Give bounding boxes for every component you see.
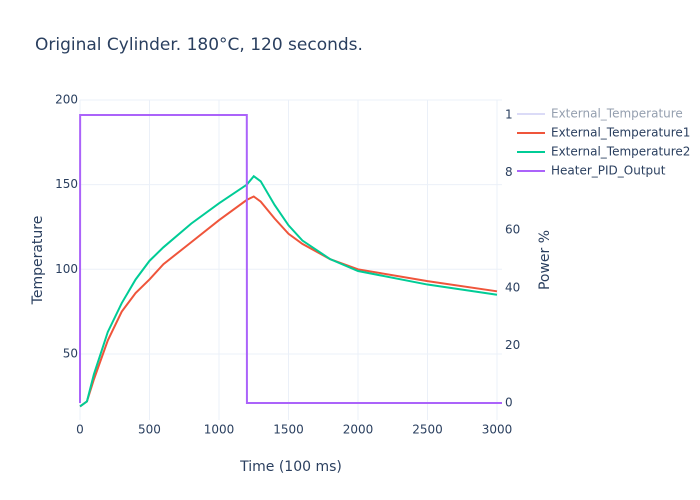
series-line xyxy=(79,174,498,408)
y-tick-label: 100 xyxy=(55,262,78,276)
y2-tick-label: 0 xyxy=(505,396,513,410)
legend: External_Temperature External_Temperature… xyxy=(512,104,700,182)
legend-label: External_Temperature2 xyxy=(551,145,690,159)
x-tick-label: 1500 xyxy=(273,423,304,437)
y-tick-label: 150 xyxy=(55,177,78,191)
x-axis-title: Time (100 ms) xyxy=(239,459,342,475)
series-line xyxy=(79,113,502,405)
grid xyxy=(79,99,502,420)
legend-label: Heater_PID_Output xyxy=(551,164,666,178)
legend-label: External_Temperature xyxy=(551,107,683,121)
y-tick-label: 200 xyxy=(55,93,78,107)
y2-tick-label: 40 xyxy=(505,280,520,294)
x-tick-label: 2000 xyxy=(343,423,374,437)
x-tick-label: 2500 xyxy=(412,423,443,437)
x-tick-label: 0 xyxy=(76,423,84,437)
legend-background xyxy=(512,104,700,182)
x-tick-label: 500 xyxy=(138,423,161,437)
y2-tick-label: 20 xyxy=(505,338,520,352)
y-tick-label: 50 xyxy=(63,346,78,360)
legend-label: External_Temperature1 xyxy=(551,126,690,140)
y2-axis-title: Power % xyxy=(537,230,553,290)
x-tick-label: 3000 xyxy=(482,423,513,437)
y2-tick-label: 60 xyxy=(505,223,520,237)
x-tick-label: 1000 xyxy=(204,423,235,437)
chart-title: Original Cylinder. 180°C, 120 seconds. xyxy=(35,35,363,55)
y-axis-title: Temperature xyxy=(30,216,46,306)
